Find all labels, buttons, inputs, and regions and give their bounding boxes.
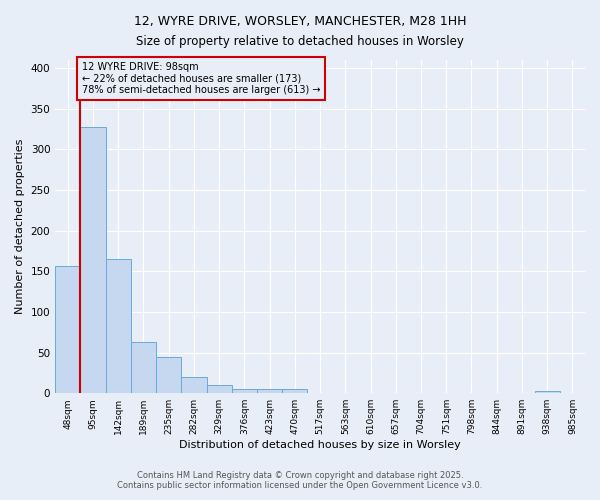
Text: Contains HM Land Registry data © Crown copyright and database right 2025.
Contai: Contains HM Land Registry data © Crown c…: [118, 470, 482, 490]
Bar: [131, 342, 156, 393]
Bar: [257, 389, 282, 393]
Bar: [282, 389, 307, 393]
Bar: [156, 358, 181, 393]
Text: 12 WYRE DRIVE: 98sqm
← 22% of detached houses are smaller (173)
78% of semi-deta: 12 WYRE DRIVE: 98sqm ← 22% of detached h…: [82, 62, 320, 95]
Bar: [106, 259, 131, 393]
Bar: [181, 377, 206, 393]
Bar: [232, 389, 257, 393]
Bar: [535, 391, 560, 393]
Text: Size of property relative to detached houses in Worsley: Size of property relative to detached ho…: [136, 35, 464, 48]
Y-axis label: Number of detached properties: Number of detached properties: [15, 139, 25, 314]
Bar: [206, 385, 232, 393]
Text: 12, WYRE DRIVE, WORSLEY, MANCHESTER, M28 1HH: 12, WYRE DRIVE, WORSLEY, MANCHESTER, M28…: [134, 15, 466, 28]
Bar: [55, 266, 80, 393]
Bar: [80, 126, 106, 393]
X-axis label: Distribution of detached houses by size in Worsley: Distribution of detached houses by size …: [179, 440, 461, 450]
